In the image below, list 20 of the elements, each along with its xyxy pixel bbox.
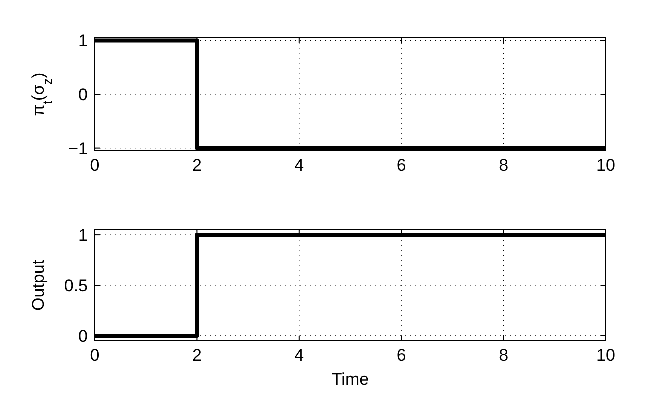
y-tick-label: −1 — [68, 139, 88, 158]
y-tick-label: 0.5 — [64, 276, 88, 296]
x-tick-label: 6 — [396, 346, 406, 365]
x-tick-label: 4 — [294, 346, 304, 365]
x-tick-label: 0 — [90, 346, 100, 365]
x-tick-label: 0 — [90, 156, 100, 175]
x-tick-label: 10 — [596, 346, 616, 365]
x-tick-label: 2 — [192, 156, 202, 175]
x-tick-label: 2 — [192, 346, 202, 365]
y-tick-label: 1 — [78, 226, 88, 245]
x-tick-label: 10 — [596, 156, 616, 175]
y-tick-label: 0 — [78, 326, 88, 346]
y-tick-label: 1 — [78, 32, 88, 51]
y-axis-title: Output — [29, 260, 48, 312]
x-axis-title: Time — [332, 370, 370, 389]
x-tick-label: 8 — [499, 346, 509, 365]
x-tick-label: 4 — [294, 156, 304, 175]
x-tick-label: 6 — [396, 156, 406, 175]
y-tick-label: 0 — [78, 85, 88, 104]
x-tick-label: 8 — [499, 156, 509, 175]
